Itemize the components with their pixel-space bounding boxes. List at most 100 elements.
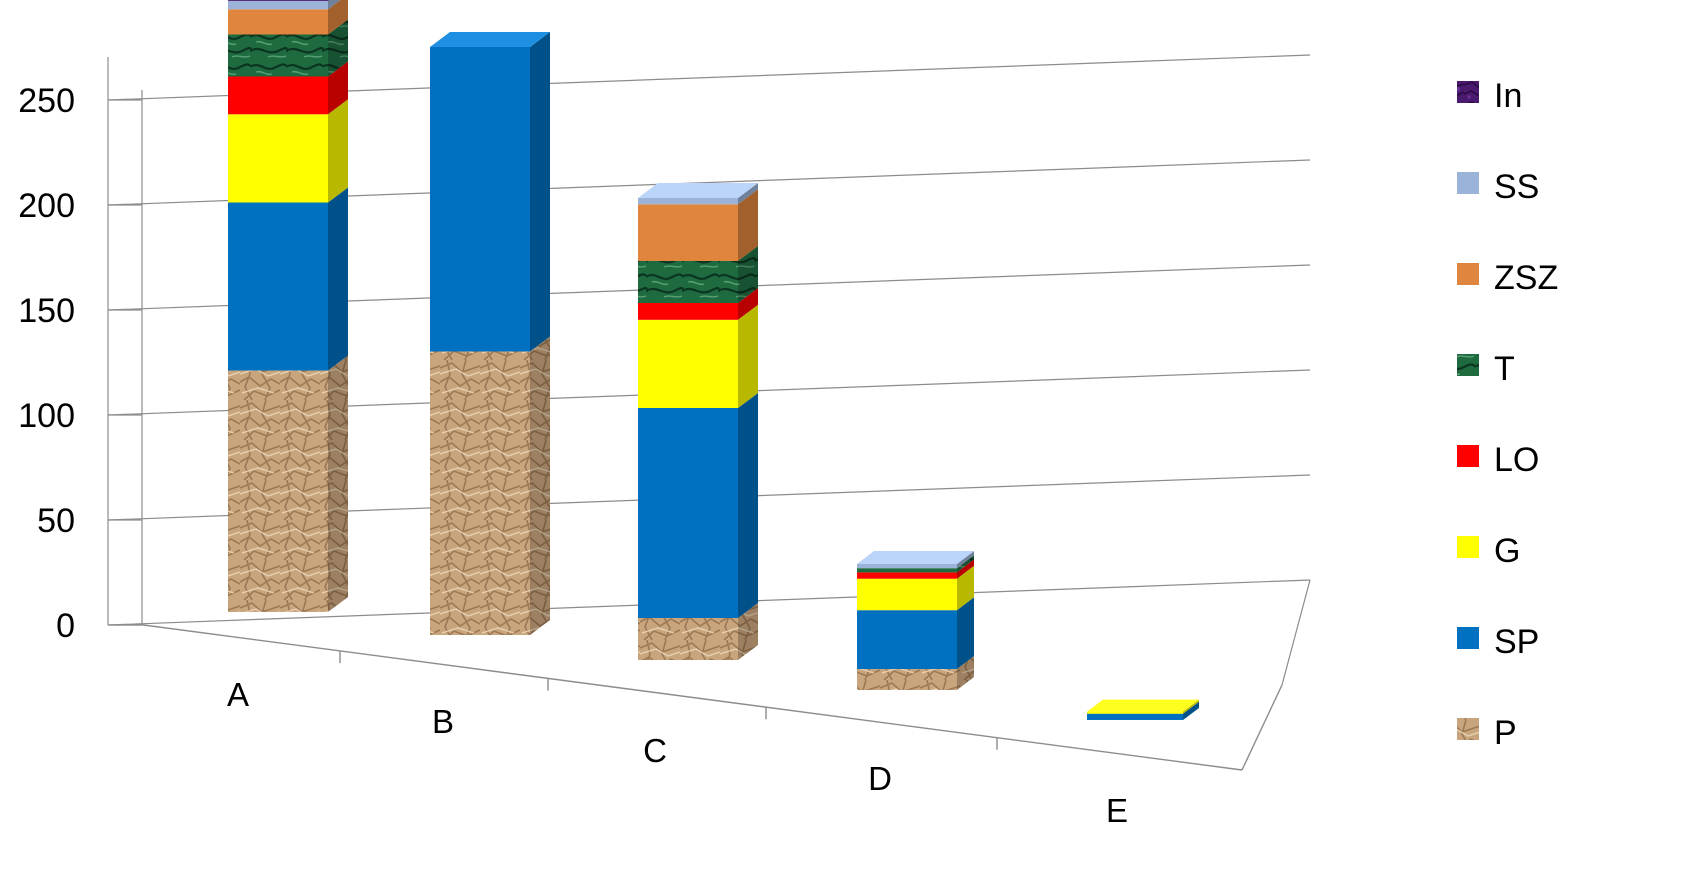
bar-segment-side-ZSZ	[738, 189, 758, 261]
bar-segment-side-SP	[1183, 701, 1199, 720]
bar-top-C	[638, 183, 758, 198]
y-tick-label: 200	[18, 187, 75, 225]
bar-segment-G	[638, 319, 738, 408]
legend-label-SP: SP	[1494, 623, 1539, 661]
bar-segment-side-SS	[957, 551, 974, 569]
bar-side-shade	[738, 603, 758, 660]
x-tick-label: B	[432, 703, 454, 740]
bar-top-highlight	[638, 183, 758, 198]
x-tick-label: E	[1106, 792, 1128, 829]
bar-segment-side-SP	[328, 187, 348, 371]
legend-label-ZSZ: ZSZ	[1494, 259, 1558, 297]
legend-swatch-ZSZ	[1457, 263, 1479, 285]
bar-segment-side-In	[328, 0, 330, 1]
bar-segment-T	[228, 34, 328, 77]
bar-segment-P	[430, 351, 530, 635]
y-tick-label: 0	[56, 607, 75, 645]
bar-segment-side-LO	[957, 559, 974, 579]
bar-side-shade	[328, 355, 348, 612]
bar-segment-ZSZ	[638, 204, 738, 261]
y-tick-label: 250	[18, 82, 75, 120]
bar-segment-side-G	[1183, 699, 1199, 714]
bar-segment-side-T	[957, 555, 974, 573]
bar-top-highlight	[857, 551, 974, 564]
x-tick-label: A	[227, 676, 249, 713]
bars-group	[228, 0, 1199, 720]
legend-label-P: P	[1494, 714, 1517, 752]
bar-segment-side-SP	[957, 597, 974, 669]
bar-stack-E	[1087, 699, 1199, 720]
bar-top-E	[1087, 699, 1199, 712]
bar-segment-LO	[638, 303, 738, 320]
bar-segment-side-ZSZ	[328, 0, 348, 35]
bar-segment-side-G	[957, 565, 974, 611]
legend: In SS ZSZ T LO G SP P	[1457, 77, 1558, 752]
bar-top-highlight	[1087, 699, 1199, 712]
legend-swatch-LO	[1457, 445, 1479, 467]
bar-segment-side-G	[738, 304, 758, 408]
bar-segment-side-P	[738, 603, 758, 660]
x-tick-label: D	[868, 760, 892, 797]
y-tick-label: 100	[18, 397, 75, 435]
bar-segment-side-SS	[738, 183, 758, 205]
legend-label-LO: LO	[1494, 441, 1539, 479]
bar-segment-side-P	[328, 355, 348, 612]
bar-segment-side-P	[530, 336, 550, 635]
bar-side-shade	[957, 555, 974, 573]
bar-segment-T	[857, 568, 957, 573]
y-tick-label: 150	[18, 292, 75, 330]
floor-right-back-edge	[1281, 579, 1311, 686]
bar-segment-G	[1087, 711, 1183, 714]
x-axis-line	[135, 623, 1243, 771]
bar-segment-In	[228, 0, 328, 1]
legend-label-In: In	[1494, 77, 1522, 115]
bar-stack-D	[857, 551, 974, 690]
bar-side-shade	[957, 656, 974, 690]
bar-side-shade	[738, 246, 758, 303]
axes-group: 0 50 100 150 200 250 A B C D E	[18, 82, 1311, 829]
bar-segment-side-T	[328, 19, 348, 77]
bar-segment-SP	[228, 202, 328, 371]
bar-segment-side-T	[738, 246, 758, 303]
bar-side-shade	[530, 336, 550, 635]
bar-segment-T	[638, 261, 738, 303]
bar-side-shade	[328, 0, 330, 1]
bar-segment-SP	[857, 610, 957, 669]
bar-segment-LO	[857, 572, 957, 579]
legend-label-T: T	[1494, 350, 1515, 388]
bar-stack-B	[430, 32, 550, 635]
bar-top-B	[430, 32, 550, 47]
bar-segment-side-SP	[530, 32, 550, 352]
legend-swatch-SS	[1457, 172, 1479, 194]
bar-top-D	[857, 551, 974, 564]
legend-label-SS: SS	[1494, 168, 1539, 206]
legend-swatch-P	[1457, 718, 1479, 740]
bar-segment-side-G	[328, 99, 348, 203]
bar-segment-SP	[430, 47, 530, 352]
legend-swatch-T	[1457, 354, 1479, 376]
legend-label-G: G	[1494, 532, 1520, 570]
bar-segment-SS	[638, 198, 738, 205]
bar-segment-P	[638, 618, 738, 660]
legend-swatch-In	[1457, 81, 1479, 103]
bar-segment-SS	[857, 564, 957, 569]
bar-stack-A	[228, 0, 348, 612]
legend-swatch-G	[1457, 536, 1479, 558]
bar-segment-LO	[228, 76, 328, 115]
floor-right-edge	[1241, 684, 1283, 771]
bar-segment-SP	[1087, 713, 1183, 720]
bar-side-shade	[328, 19, 348, 77]
bar-segment-P	[228, 370, 328, 612]
bar-top-highlight	[430, 32, 550, 47]
bar-segment-SP	[638, 408, 738, 618]
y-tick-label: 50	[37, 502, 75, 540]
bar-segment-ZSZ	[228, 9, 328, 35]
bar-segment-side-P	[957, 656, 974, 690]
bar-segment-SS	[228, 0, 328, 10]
bar-segment-side-LO	[328, 61, 348, 115]
bar-segment-G	[228, 114, 328, 203]
bar-segment-G	[857, 578, 957, 611]
bar-segment-side-LO	[738, 288, 758, 320]
legend-swatch-SP	[1457, 627, 1479, 649]
